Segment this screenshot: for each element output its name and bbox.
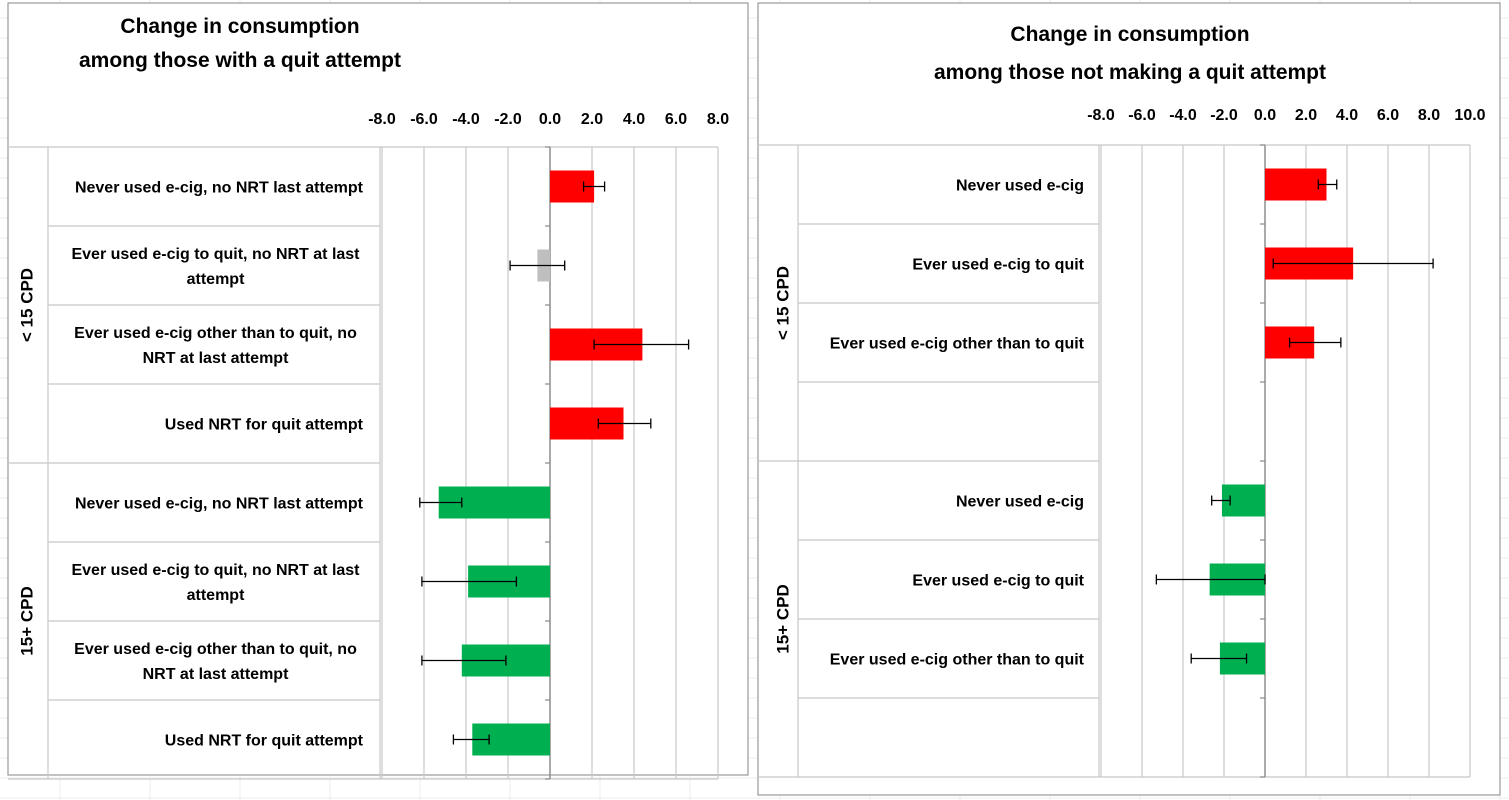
category-label: Never used e-cig, no NRT last attempt [75,180,364,197]
x-tick-label: -6.0 [410,111,438,128]
category-label: NRT at last attempt [143,350,289,367]
chart-frame [7,2,749,776]
category-label: Ever used e-cig to quit, no NRT at last [71,562,360,579]
x-tick-label: -2.0 [1210,107,1238,124]
category-label: Never used e-cig, no NRT last attempt [75,496,364,513]
x-tick-label: -4.0 [1169,107,1197,124]
category-label: attempt [187,271,245,288]
x-tick-label: 4.0 [1336,107,1358,124]
category-label: Ever used e-cig other than to quit [830,652,1085,669]
category-label: Ever used e-cig to quit [912,257,1084,274]
x-tick-label: 4.0 [623,111,645,128]
x-tick-label: -8.0 [368,111,396,128]
x-tick-label: -6.0 [1128,107,1156,124]
group-label: 15+ CPD [17,586,36,655]
category-label: Ever used e-cig other than to quit, no [74,641,357,658]
category-label: Used NRT for quit attempt [165,733,364,750]
category-label: Ever used e-cig other than to quit [830,336,1085,353]
category-label: Never used e-cig [956,494,1084,511]
x-tick-label: 2.0 [1295,107,1317,124]
group-label: < 15 CPD [773,266,792,340]
group-label: 15+ CPD [773,584,792,653]
category-label: Used NRT for quit attempt [165,417,364,434]
x-tick-label: 8.0 [1418,107,1440,124]
chart-title-line: Change in consumption [1010,23,1249,46]
x-tick-label: 2.0 [581,111,603,128]
bar [1265,168,1327,201]
category-label: NRT at last attempt [143,666,289,683]
x-tick-label: 10.0 [1454,107,1485,124]
x-tick-label: 0.0 [1254,107,1276,124]
x-tick-label: -8.0 [1087,107,1115,124]
category-label: Ever used e-cig to quit, no NRT at last [71,246,360,263]
chart-title-line: among those not making a quit attempt [934,61,1326,84]
chart-title-line: Change in consumption [120,15,359,38]
group-label: < 15 CPD [17,268,36,342]
x-tick-label: -4.0 [452,111,480,128]
category-label: Ever used e-cig to quit [912,573,1084,590]
category-label: Ever used e-cig other than to quit, no [74,325,357,342]
x-tick-label: 8.0 [707,111,729,128]
chart-frame [757,2,1501,796]
category-label: attempt [187,587,245,604]
chart-title-line: among those with a quit attempt [79,49,401,72]
chart-panel-without-quit-attempt: Change in consumption among those not mak… [757,2,1501,796]
x-tick-label: -2.0 [494,111,522,128]
chart-panel-with-quit-attempt: Change in consumption among those with a … [7,2,749,780]
x-tick-label: 6.0 [665,111,687,128]
category-label: Never used e-cig [956,178,1084,195]
x-tick-label: 0.0 [539,111,561,128]
x-tick-label: 6.0 [1377,107,1399,124]
